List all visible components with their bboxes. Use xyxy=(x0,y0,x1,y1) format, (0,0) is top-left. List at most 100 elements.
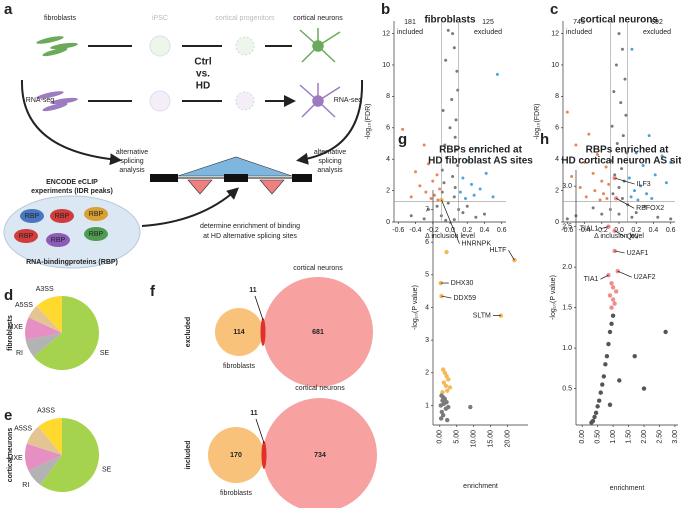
slice-label: MXE xyxy=(8,455,24,462)
slice-label: A5SS xyxy=(15,302,33,309)
progenitor-cell xyxy=(235,91,255,111)
x-tick-label: 5.00 xyxy=(454,430,461,444)
panel-letter: e xyxy=(4,407,12,424)
x-tick-label: -0.4 xyxy=(410,227,422,234)
y-axis-label: -log₁₀(P value) xyxy=(550,275,557,320)
slice-label: MXE xyxy=(8,324,24,331)
y-tick-label: 12 xyxy=(551,30,559,37)
data-point xyxy=(450,98,454,102)
data-point xyxy=(439,197,444,202)
x-tick-label: 20.00 xyxy=(504,430,511,448)
rbp-label: RBP xyxy=(51,237,66,244)
slice-label: SE xyxy=(102,466,112,473)
data-point xyxy=(584,195,588,199)
count-label: 745 xyxy=(573,19,585,26)
x-tick-label: 0.0 xyxy=(614,227,624,234)
leader-line xyxy=(614,177,635,185)
data-point xyxy=(442,181,446,185)
data-point xyxy=(583,160,587,164)
data-point xyxy=(439,293,444,299)
x-tick-label: 0.4 xyxy=(649,227,659,234)
data-point xyxy=(435,173,439,177)
data-point xyxy=(401,127,405,131)
data-point xyxy=(632,353,637,359)
data-point xyxy=(629,195,633,199)
venn-circle xyxy=(215,308,263,356)
pie-label: cortical neurons xyxy=(7,428,14,483)
panel-a: a fibroblasts iPSC cortical progenitors … xyxy=(3,1,364,269)
chart-title: HD fibroblast AS sites xyxy=(428,156,533,167)
rna-seq: RNA-seq xyxy=(334,97,363,104)
data-point xyxy=(611,192,615,196)
pie-slice xyxy=(36,296,62,333)
splicing-label: alternative xyxy=(116,149,148,156)
curved-arrow xyxy=(141,187,239,227)
pie-slice xyxy=(28,306,62,333)
fibroblast-cells xyxy=(36,36,78,57)
data-point xyxy=(604,165,608,169)
data-point xyxy=(465,159,469,163)
data-point xyxy=(435,204,439,208)
venn-count: 734 xyxy=(314,452,326,459)
data-point xyxy=(578,185,582,189)
point-label: ILF3 xyxy=(637,181,651,188)
venn-row-label: included xyxy=(185,441,192,470)
point-label: HNRNPK xyxy=(461,241,491,248)
y-tick-label: 7 xyxy=(425,206,429,213)
x-tick-label: 0.4 xyxy=(480,227,490,234)
data-point xyxy=(600,382,605,387)
y-tick-label: 2.5 xyxy=(562,224,572,231)
data-point xyxy=(444,58,448,62)
x-tick-label: 2.50 xyxy=(656,430,663,444)
data-point xyxy=(613,173,617,177)
count-label: 181 xyxy=(404,19,416,26)
data-point xyxy=(600,179,604,183)
splicing-label: analysis xyxy=(119,167,145,174)
pie-slice xyxy=(28,455,62,485)
rbp-blobs xyxy=(14,207,108,247)
data-point xyxy=(441,109,445,113)
y-tick-label: 0 xyxy=(555,219,559,226)
data-point xyxy=(656,215,660,219)
fibroblast-cells xyxy=(36,91,78,112)
data-point xyxy=(465,204,469,208)
y-tick-label: 8 xyxy=(386,93,390,100)
data-point xyxy=(617,378,622,383)
panel-letter: b xyxy=(381,1,390,18)
data-point xyxy=(565,110,569,114)
point-label: QKI xyxy=(627,234,639,241)
data-point xyxy=(621,134,625,138)
y-axis-label: -log₁₀(FDR) xyxy=(365,104,372,140)
y-tick-label: 4 xyxy=(425,304,429,311)
data-point xyxy=(442,370,448,375)
comparison: HD xyxy=(196,81,210,92)
data-point xyxy=(660,154,664,158)
data-point xyxy=(453,185,457,189)
data-point xyxy=(455,148,459,152)
data-point xyxy=(444,249,449,255)
data-point xyxy=(474,215,478,219)
data-point xyxy=(422,143,426,147)
data-point xyxy=(603,362,608,367)
chart-title: RBPs enriched at xyxy=(586,145,669,156)
x-tick-label: 1.50 xyxy=(625,430,632,444)
data-point xyxy=(452,195,456,199)
point-label: RBFOX2 xyxy=(636,205,664,212)
y-tick-label: 10 xyxy=(551,62,559,69)
x-axis-label: Δ inclusion level xyxy=(425,233,475,240)
y-tick-label: 4 xyxy=(386,156,390,163)
leader-line xyxy=(617,270,632,278)
leader-line xyxy=(616,198,635,209)
enrichment-label: at HD alternative splicing sites xyxy=(203,233,297,240)
leader-line xyxy=(255,418,265,444)
y-tick-label: 6 xyxy=(555,125,559,132)
x-tick-label: 2.00 xyxy=(641,430,648,444)
point-label: DDX59 xyxy=(453,295,476,302)
ipsc-cell xyxy=(149,35,171,57)
venn-name: fibroblasts xyxy=(220,490,252,497)
comparison: vs. xyxy=(196,69,210,80)
y-tick-label: 1.0 xyxy=(562,345,572,352)
data-point xyxy=(598,390,603,395)
y-axis-label: -log₁₀(FDR) xyxy=(534,104,541,140)
data-point xyxy=(444,218,448,222)
